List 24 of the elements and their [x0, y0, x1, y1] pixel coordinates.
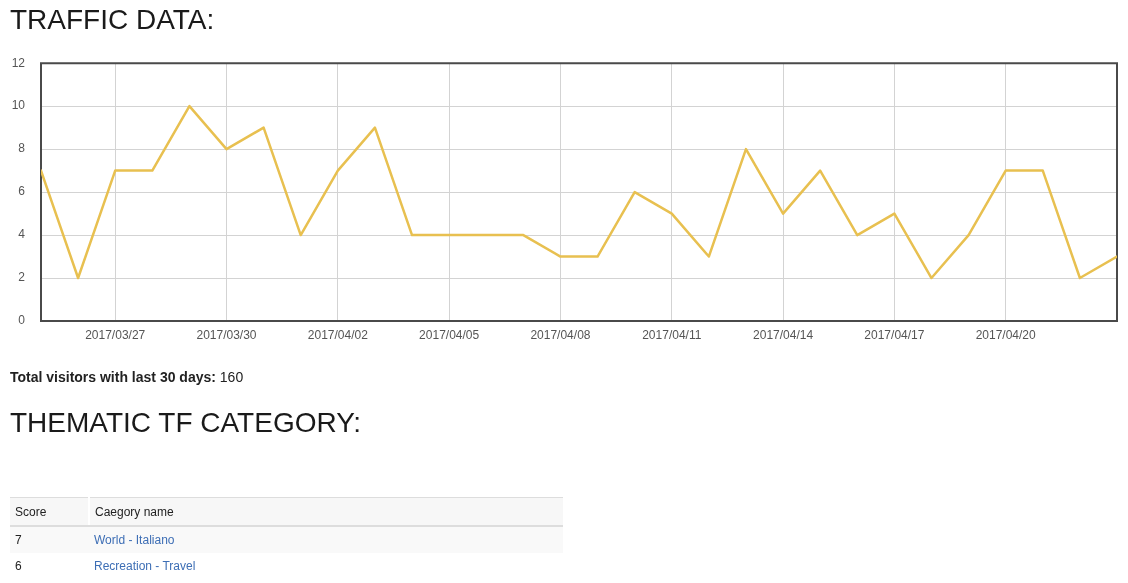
x-tick-label: 2017/03/30 — [196, 327, 257, 342]
x-tick-label: 2017/03/27 — [85, 327, 146, 342]
y-tick-label: 4 — [18, 227, 26, 242]
x-tick-label: 2017/04/17 — [864, 327, 925, 342]
x-tick-label: 2017/04/20 — [975, 327, 1037, 342]
x-tick-label: 2017/04/02 — [307, 327, 369, 342]
text: Score — [10, 497, 89, 526]
text: THEMATIC TF CATEGORY: — [10, 406, 362, 440]
text: World - Italiano — [89, 526, 563, 553]
y-tick-label: 6 — [18, 184, 26, 199]
y-tick-label: 2 — [18, 270, 26, 285]
text: 7 — [10, 526, 89, 553]
y-tick-label: 8 — [18, 141, 26, 156]
x-tick-label: 2017/04/08 — [530, 327, 591, 342]
text: Caegory name — [89, 497, 563, 526]
y-tick-label: 10 — [11, 98, 26, 113]
y-tick-label: 12 — [11, 55, 26, 70]
text: Recreation - Travel — [93, 558, 197, 575]
x-tick-label: 2017/04/05 — [419, 327, 480, 342]
x-tick-label: 2017/04/11 — [642, 327, 702, 342]
chart-title: TRAFFIC DATA: — [10, 3, 215, 37]
text: Total visitors with last 30 days: 160 — [10, 368, 244, 386]
x-tick-label: 2017/04/14 — [753, 327, 814, 342]
y-tick-label: 0 — [18, 313, 26, 328]
